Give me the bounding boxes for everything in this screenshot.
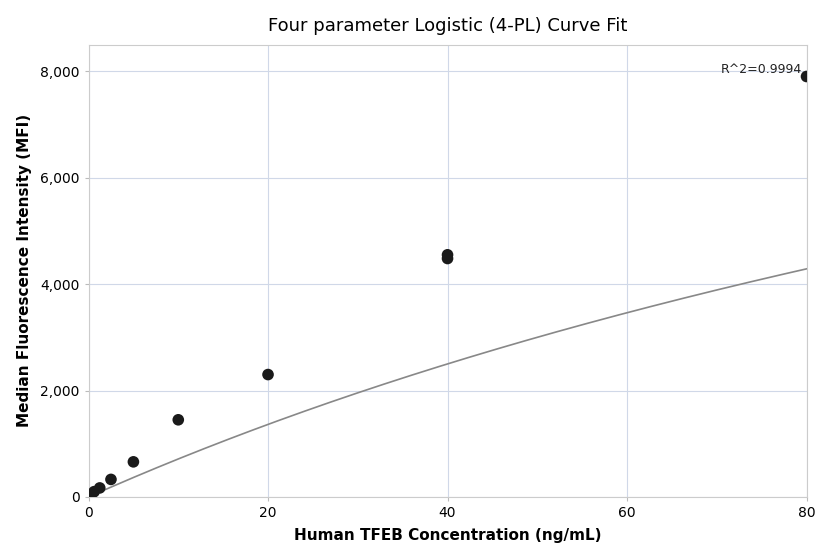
- Point: [85, 490, 98, 499]
- Text: R^2=0.9994: R^2=0.9994: [721, 63, 802, 76]
- Point: [441, 250, 454, 259]
- Point: [261, 370, 275, 379]
- X-axis label: Human TFEB Concentration (ng/mL): Human TFEB Concentration (ng/mL): [294, 528, 602, 543]
- Point: [171, 416, 185, 424]
- Point: [441, 254, 454, 263]
- Point: [800, 72, 813, 81]
- Title: Four parameter Logistic (4-PL) Curve Fit: Four parameter Logistic (4-PL) Curve Fit: [268, 17, 627, 35]
- Point: [104, 475, 117, 484]
- Y-axis label: Median Fluorescence Intensity (MFI): Median Fluorescence Intensity (MFI): [17, 114, 32, 427]
- Point: [87, 487, 101, 496]
- Point: [93, 483, 106, 492]
- Point: [126, 458, 140, 466]
